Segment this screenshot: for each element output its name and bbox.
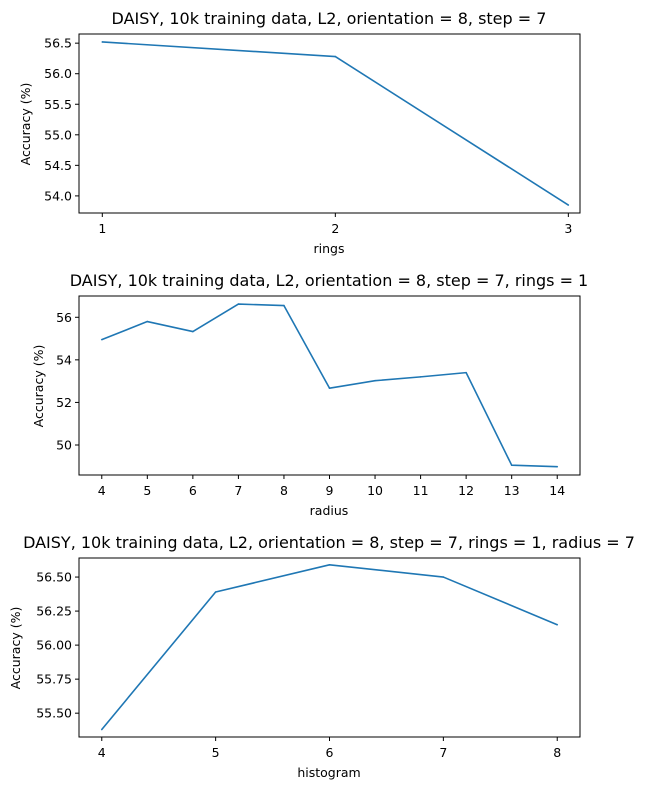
data-point — [465, 371, 467, 374]
x-axis-label: radius — [310, 503, 349, 518]
chart-title: DAISY, 10k training data, L2, orientatio… — [112, 9, 547, 28]
y-axis-label: Accuracy (%) — [31, 345, 46, 428]
series-line — [102, 41, 569, 206]
x-tick-label: 3 — [564, 221, 572, 236]
y-tick-label: 56.00 — [36, 638, 72, 653]
x-tick-label: 6 — [326, 745, 334, 760]
data-point — [237, 303, 240, 305]
x-tick-label: 5 — [212, 745, 220, 760]
x-ticks: 4 5 6 7 8 — [98, 737, 561, 760]
axes-frame — [78, 33, 581, 214]
data-point — [556, 465, 559, 468]
x-tick-label: 14 — [549, 483, 565, 498]
x-tick-label: 6 — [189, 483, 197, 498]
y-tick-label: 55.5 — [44, 97, 72, 112]
axes-frame — [78, 557, 581, 738]
data-point — [442, 576, 445, 578]
x-tick-label: 8 — [553, 745, 561, 760]
series-line — [101, 564, 558, 731]
x-tick-label: 7 — [439, 745, 447, 760]
y-axis-label: Accuracy (%) — [18, 83, 33, 166]
subplot-radius: DAISY, 10k training data, L2, orientatio… — [31, 271, 588, 518]
y-tick-label: 55.0 — [44, 127, 72, 142]
data-point — [567, 204, 570, 206]
chart-title: DAISY, 10k training data, L2, orientatio… — [70, 271, 588, 290]
y-tick-label: 56.50 — [36, 570, 72, 585]
x-tick-label: 8 — [280, 483, 288, 498]
x-tick-label: 1 — [98, 221, 106, 236]
x-tick-label: 11 — [413, 483, 429, 498]
y-tick-label: 56 — [56, 310, 72, 325]
y-tick-label: 54.5 — [44, 158, 72, 173]
y-axis-label: Accuracy (%) — [8, 607, 23, 690]
x-tick-label: 5 — [143, 483, 151, 498]
x-tick-label: 12 — [458, 483, 474, 498]
chart-title: DAISY, 10k training data, L2, orientatio… — [23, 533, 635, 552]
x-tick-label: 2 — [331, 221, 339, 236]
y-tick-label: 54 — [56, 352, 72, 367]
y-tick-label: 55.75 — [36, 672, 72, 687]
y-tick-label: 56.25 — [36, 604, 72, 619]
y-tick-label: 52 — [56, 395, 72, 410]
data-point — [214, 591, 217, 593]
data-point — [334, 55, 337, 58]
data-point — [101, 41, 104, 43]
data-point — [146, 320, 149, 323]
subplot-histogram: DAISY, 10k training data, L2, orientatio… — [8, 533, 635, 780]
data-point — [100, 338, 103, 341]
data-point — [100, 728, 103, 731]
x-tick-label: 7 — [234, 483, 242, 498]
y-tick-label: 54.0 — [44, 188, 72, 203]
y-ticks: 50 52 54 56 — [56, 310, 79, 452]
series-line — [101, 303, 558, 468]
x-tick-label: 9 — [326, 483, 334, 498]
x-tick-label: 13 — [504, 483, 520, 498]
x-tick-label: 4 — [98, 745, 106, 760]
data-point — [556, 623, 559, 626]
y-tick-label: 55.50 — [36, 706, 72, 721]
y-ticks: 54.0 54.5 55.0 55.5 56.0 56.5 — [44, 36, 79, 203]
subplot-rings: DAISY, 10k training data, L2, orientatio… — [18, 9, 581, 256]
x-ticks: 1 2 3 — [98, 213, 572, 236]
data-point — [283, 304, 285, 307]
data-point — [510, 464, 513, 467]
data-point — [328, 564, 331, 566]
x-tick-label: 4 — [98, 483, 106, 498]
data-point — [192, 330, 194, 333]
y-ticks: 55.50 55.75 56.00 56.25 56.50 — [36, 570, 79, 721]
y-tick-label: 56.0 — [44, 66, 72, 81]
data-point — [328, 387, 331, 389]
x-tick-label: 10 — [367, 483, 383, 498]
x-ticks: 4 5 6 7 8 9 10 11 12 13 14 — [98, 475, 565, 498]
x-axis-label: histogram — [297, 765, 360, 780]
data-point — [374, 379, 376, 382]
data-point — [419, 376, 422, 378]
x-axis-label: rings — [314, 241, 345, 256]
y-tick-label: 50 — [56, 437, 72, 452]
y-tick-label: 56.5 — [44, 36, 72, 51]
